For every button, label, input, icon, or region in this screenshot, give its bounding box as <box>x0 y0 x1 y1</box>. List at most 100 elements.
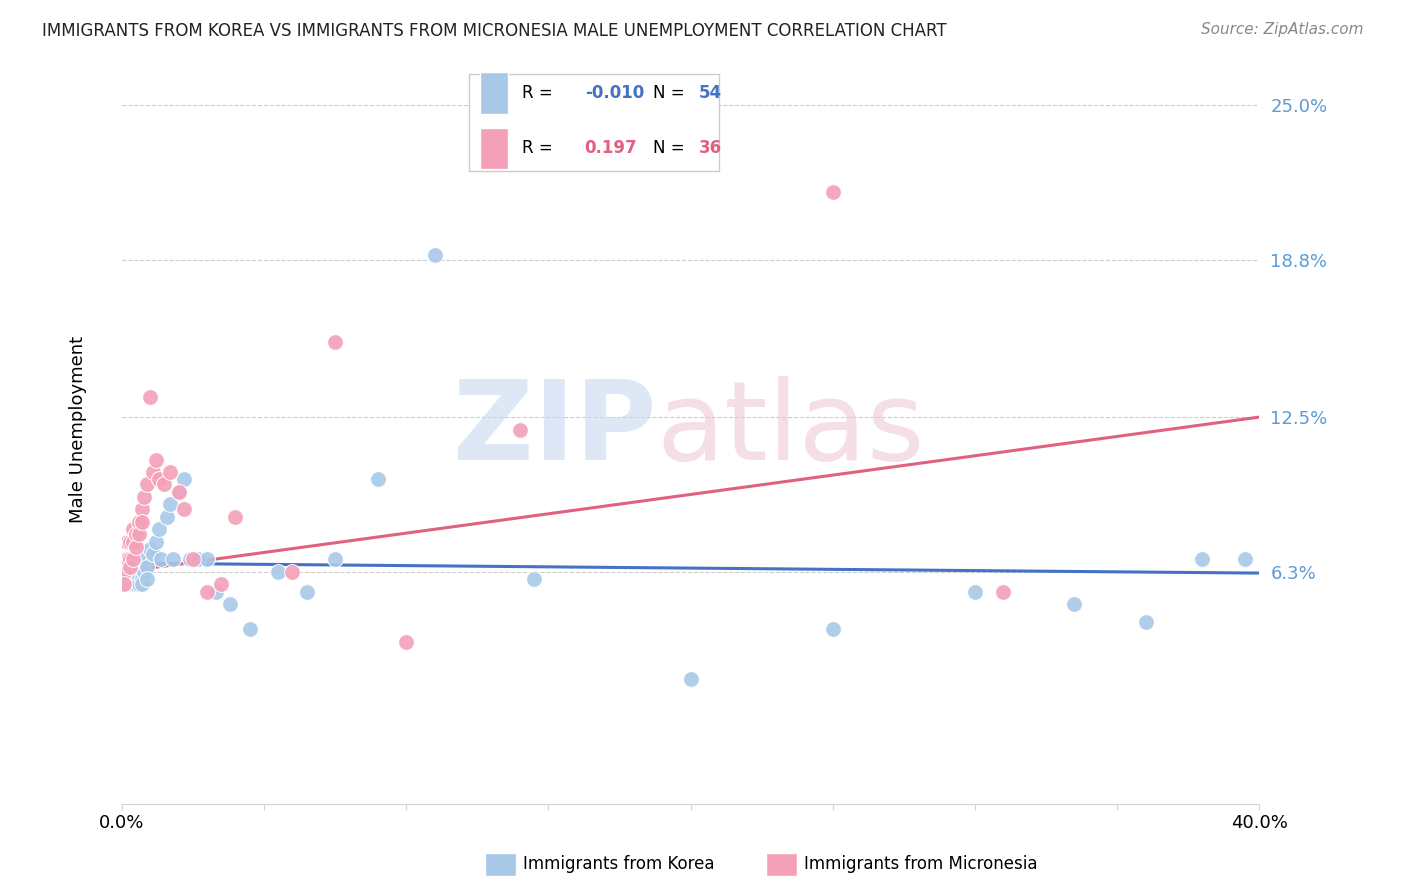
Text: N =: N = <box>652 84 685 102</box>
Text: R =: R = <box>522 139 553 157</box>
Point <box>509 423 531 437</box>
Point <box>125 567 148 582</box>
Point <box>142 465 165 479</box>
Point <box>125 565 148 579</box>
Point <box>204 584 226 599</box>
Point <box>179 552 201 566</box>
Point <box>167 485 190 500</box>
Point <box>114 565 136 579</box>
Text: Source: ZipAtlas.com: Source: ZipAtlas.com <box>1201 22 1364 37</box>
Point <box>195 584 218 599</box>
Point <box>136 559 159 574</box>
Text: ZIP: ZIP <box>453 376 657 483</box>
Text: 54: 54 <box>699 84 721 102</box>
Point <box>131 577 153 591</box>
Point <box>156 510 179 524</box>
Point <box>218 597 240 611</box>
Text: 0.197: 0.197 <box>585 139 637 157</box>
Text: 36: 36 <box>699 139 721 157</box>
Point <box>395 634 418 648</box>
Point <box>1191 552 1213 566</box>
Point <box>128 527 150 541</box>
Point <box>122 534 145 549</box>
FancyBboxPatch shape <box>468 74 718 171</box>
Point <box>122 572 145 586</box>
Point <box>145 534 167 549</box>
Point <box>173 473 195 487</box>
Point <box>117 572 139 586</box>
Point <box>120 552 142 566</box>
Point <box>323 552 346 566</box>
Point <box>120 534 142 549</box>
Point <box>139 542 162 557</box>
Point <box>295 584 318 599</box>
Point <box>134 552 156 566</box>
Point <box>239 622 262 636</box>
Point <box>159 465 181 479</box>
Point <box>187 552 209 566</box>
Point <box>128 577 150 591</box>
Point <box>122 523 145 537</box>
Point <box>523 572 546 586</box>
Point <box>153 477 176 491</box>
Point <box>148 473 170 487</box>
Point <box>120 559 142 574</box>
Point <box>423 248 446 262</box>
Point <box>139 390 162 404</box>
Text: IMMIGRANTS FROM KOREA VS IMMIGRANTS FROM MICRONESIA MALE UNEMPLOYMENT CORRELATIO: IMMIGRANTS FROM KOREA VS IMMIGRANTS FROM… <box>42 22 946 40</box>
Point <box>134 565 156 579</box>
Point <box>122 565 145 579</box>
Point <box>128 515 150 529</box>
Point <box>159 498 181 512</box>
Point <box>181 552 204 566</box>
FancyBboxPatch shape <box>479 128 509 169</box>
Point <box>131 515 153 529</box>
Point <box>128 572 150 586</box>
Point <box>281 565 304 579</box>
Text: Immigrants from Micronesia: Immigrants from Micronesia <box>804 855 1038 873</box>
Point <box>167 485 190 500</box>
Point <box>195 552 218 566</box>
Point <box>821 622 844 636</box>
Point <box>1063 597 1085 611</box>
Point <box>821 186 844 200</box>
Point <box>267 565 290 579</box>
Point <box>142 547 165 561</box>
Point <box>136 477 159 491</box>
Point <box>117 577 139 591</box>
Point <box>1135 615 1157 629</box>
Point <box>150 552 173 566</box>
Point <box>209 577 232 591</box>
Point <box>367 473 389 487</box>
Point <box>993 584 1015 599</box>
Point <box>114 572 136 586</box>
Point <box>125 572 148 586</box>
Point <box>323 335 346 350</box>
Point <box>1234 552 1257 566</box>
Point <box>679 672 702 686</box>
Point <box>136 572 159 586</box>
Text: R =: R = <box>522 84 553 102</box>
Point <box>125 527 148 541</box>
Point <box>131 502 153 516</box>
Point <box>120 577 142 591</box>
Point <box>162 552 184 566</box>
Point <box>134 490 156 504</box>
Point <box>148 523 170 537</box>
Text: Male Unemployment: Male Unemployment <box>69 336 87 523</box>
Text: -0.010: -0.010 <box>585 84 644 102</box>
Point <box>122 552 145 566</box>
Point <box>114 577 136 591</box>
Point <box>117 534 139 549</box>
Point <box>120 565 142 579</box>
Point <box>173 502 195 516</box>
Text: Immigrants from Korea: Immigrants from Korea <box>523 855 714 873</box>
Point <box>145 452 167 467</box>
Point <box>122 577 145 591</box>
Point <box>224 510 246 524</box>
Point <box>131 565 153 579</box>
Point <box>131 572 153 586</box>
Point <box>128 565 150 579</box>
Point <box>963 584 986 599</box>
Point <box>117 565 139 579</box>
